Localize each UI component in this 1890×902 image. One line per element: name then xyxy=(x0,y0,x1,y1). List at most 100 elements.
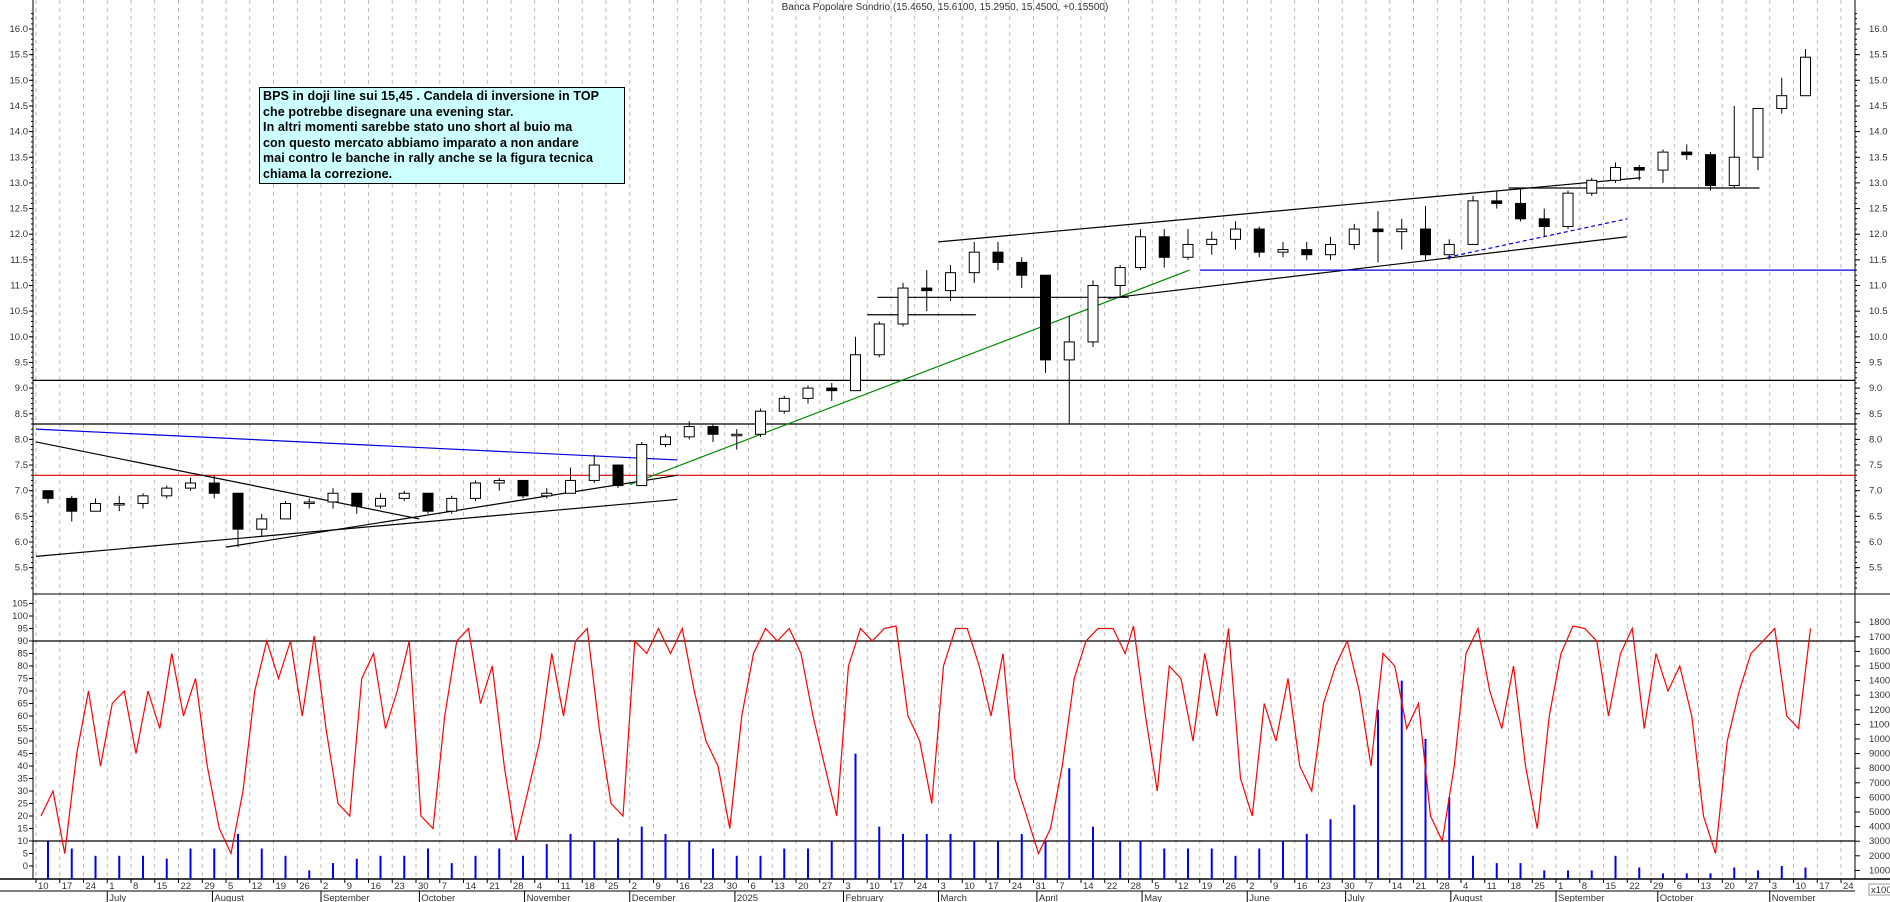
candle-body xyxy=(826,387,838,392)
x-tick-label: 28 xyxy=(1439,881,1450,892)
candle-body xyxy=(1182,243,1194,258)
candle-body xyxy=(1491,200,1503,204)
volume-tick-label: 6000 xyxy=(1869,792,1890,803)
oscillator-tick-label: 65 xyxy=(17,699,28,710)
price-tick-label-right: 12.5 xyxy=(1869,204,1888,215)
x-tick-label: 7 xyxy=(442,881,447,892)
oscillator-tick-label: 15 xyxy=(17,824,28,835)
price-tick-label-left: 7.5 xyxy=(15,460,28,471)
candle-body xyxy=(1158,236,1170,258)
price-tick-label-right: 16.0 xyxy=(1869,24,1888,35)
x-tick-label: 24 xyxy=(1843,881,1854,892)
candle-body xyxy=(1016,261,1028,276)
x-tick-label: 10 xyxy=(38,881,49,892)
price-tick-label-right: 6.5 xyxy=(1869,511,1882,522)
price-candles xyxy=(42,49,1811,548)
oscillator-series xyxy=(40,625,1812,856)
x-tick-label: 10 xyxy=(1796,881,1807,892)
candle-body xyxy=(945,272,956,292)
month-label: 2025 xyxy=(737,893,758,902)
x-tick-label: 27 xyxy=(1748,881,1759,892)
annotation-line: chiama la correzione. xyxy=(263,166,393,181)
oscillator-tick-label: 10 xyxy=(17,836,28,847)
candle-body xyxy=(1586,179,1598,194)
x-tick-label: 1 xyxy=(1558,881,1563,892)
month-label: November xyxy=(527,893,571,902)
price-tick-label-right: 5.5 xyxy=(1869,563,1882,574)
oscillator-tick-label: 60 xyxy=(17,711,28,722)
candle-body xyxy=(1728,156,1740,186)
volume-unit-label: x1000 xyxy=(1871,885,1890,896)
x-tick-label: 8 xyxy=(1582,881,1587,892)
volume-tick-label: 1000 xyxy=(1869,865,1890,876)
candle-body xyxy=(398,492,410,499)
candle-body xyxy=(422,492,434,512)
x-tick-label: 26 xyxy=(1226,881,1237,892)
x-tick-label: 6 xyxy=(751,881,756,892)
candle-body xyxy=(636,444,648,487)
x-tick-label: 15 xyxy=(157,881,168,892)
oscillator-tick-label: 25 xyxy=(17,799,28,810)
month-label: April xyxy=(1039,893,1058,902)
x-tick-label: 22 xyxy=(1629,881,1640,892)
chart-title: Banca Popolare Sondrio (15.4650, 15.6100… xyxy=(781,2,1109,13)
x-tick-label: 6 xyxy=(1677,881,1682,892)
x-tick-label: 21 xyxy=(1416,881,1427,892)
candle-body xyxy=(1114,267,1126,287)
oscillator-tick-label: 0 xyxy=(23,861,28,872)
candle-body xyxy=(1063,341,1075,361)
annotation-line: In altri momenti sarebbe stato uno short… xyxy=(263,120,573,135)
candle-body xyxy=(351,492,363,507)
x-tick-label: 20 xyxy=(1724,881,1735,892)
candle-body xyxy=(1776,95,1788,110)
candle-body xyxy=(755,410,766,435)
price-tick-label-left: 12.0 xyxy=(10,229,29,240)
x-tick-label: 19 xyxy=(1202,881,1213,892)
x-tick-label: 19 xyxy=(276,881,287,892)
price-tick-label-left: 6.0 xyxy=(15,537,28,548)
x-tick-label: 9 xyxy=(1273,881,1278,892)
annotation-line: con questo mercato abbiamo imparato a no… xyxy=(263,135,579,150)
price-tick-label-left: 8.0 xyxy=(15,434,28,445)
x-tick-label: 12 xyxy=(1178,881,1189,892)
price-tick-label-right: 8.0 xyxy=(1869,434,1882,445)
price-tick-label-right: 11.5 xyxy=(1869,255,1887,266)
oscillator-tick-label: 50 xyxy=(17,736,28,747)
price-tick-label-left: 5.5 xyxy=(15,563,28,574)
trendline xyxy=(1108,236,1628,299)
volume-tick-label: 8000 xyxy=(1869,763,1890,774)
price-tick-label-left: 13.5 xyxy=(10,152,29,163)
x-tick-label: 25 xyxy=(1534,881,1545,892)
x-tick-label: 7 xyxy=(1059,881,1064,892)
oscillator-tick-label: 90 xyxy=(17,636,28,647)
x-tick-label: 5 xyxy=(228,881,233,892)
price-tick-label-left: 10.5 xyxy=(10,306,29,317)
candle-body xyxy=(968,251,980,274)
volume-tick-label: 13000 xyxy=(1869,690,1890,701)
candle-body xyxy=(1372,228,1384,233)
candle-body xyxy=(1562,192,1574,228)
price-tick-label-left: 9.0 xyxy=(15,383,28,394)
price-tick-label-right: 13.5 xyxy=(1869,152,1888,163)
oscillator-tick-label: 85 xyxy=(17,649,28,660)
x-tick-label: 23 xyxy=(394,881,405,892)
volume-tick-label: 3000 xyxy=(1869,836,1890,847)
oscillator-tick-label: 30 xyxy=(17,786,28,797)
price-tick-label-right: 9.5 xyxy=(1869,357,1882,368)
volume-tick-label: 2000 xyxy=(1869,851,1890,862)
candle-body xyxy=(1657,151,1669,171)
price-tick-label-right: 7.5 xyxy=(1869,460,1882,471)
month-label: September xyxy=(1558,893,1604,902)
x-tick-label: 16 xyxy=(1297,881,1308,892)
candle-body xyxy=(42,490,54,499)
price-tick-label-left: 11.5 xyxy=(10,255,28,266)
candle-body xyxy=(1206,238,1218,245)
volume-tick-label: 15000 xyxy=(1869,661,1890,672)
x-tick-label: 7 xyxy=(1368,881,1373,892)
x-tick-label: 15 xyxy=(1606,881,1617,892)
volume-tick-label: 10000 xyxy=(1869,734,1890,745)
price-tick-label-right: 10.0 xyxy=(1869,332,1888,343)
month-label: June xyxy=(1249,893,1270,902)
volume-tick-label: 12000 xyxy=(1869,705,1890,716)
